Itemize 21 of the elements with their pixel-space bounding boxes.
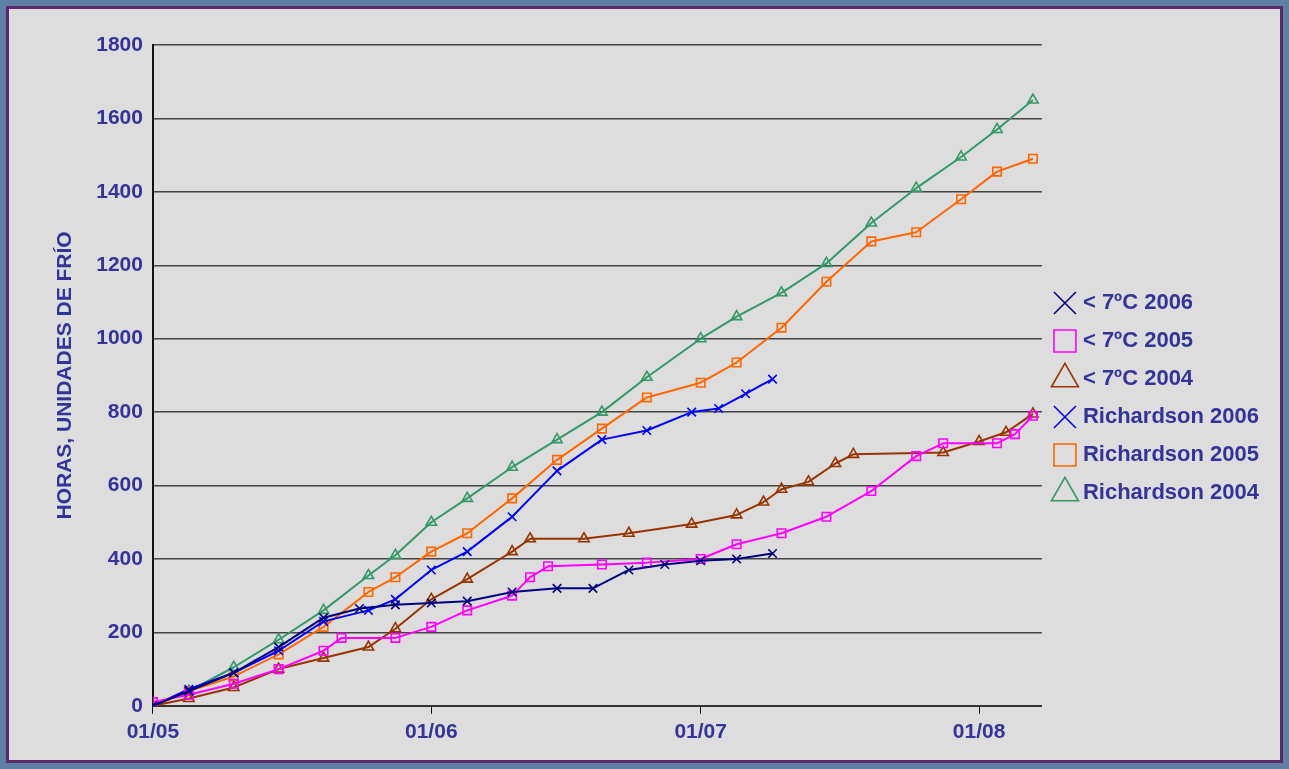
legend-label: Richardson 2005 xyxy=(1082,441,1259,467)
y-tick-label: 1400 xyxy=(96,178,143,202)
x-tick-label: 01/08 xyxy=(952,719,1006,743)
y-tick-label: 200 xyxy=(107,619,143,643)
legend-label: < 7ºC 2006 xyxy=(1082,289,1194,315)
legend-label: Richardson 2004 xyxy=(1082,479,1260,505)
y-tick-label: 1200 xyxy=(96,252,143,276)
y-tick-label: 400 xyxy=(107,545,143,569)
y-tick-label: 800 xyxy=(107,398,143,422)
x-tick-label: 01/06 xyxy=(405,719,458,743)
y-tick-label: 0 xyxy=(131,692,143,716)
y-axis-title: HORAS, UNIDADES DE FRÍO xyxy=(52,231,76,520)
x-tick-label: 01/05 xyxy=(126,719,180,743)
x-tick-label: 01/07 xyxy=(674,719,727,743)
legend-label: Richardson 2006 xyxy=(1082,403,1259,429)
y-tick-label: 1600 xyxy=(96,105,143,129)
y-tick-label: 600 xyxy=(107,472,143,496)
y-tick-label: 1800 xyxy=(96,31,143,55)
y-tick-label: 1000 xyxy=(96,325,143,349)
legend-label: < 7ºC 2005 xyxy=(1082,327,1194,353)
legend-label: < 7ºC 2004 xyxy=(1082,365,1194,391)
